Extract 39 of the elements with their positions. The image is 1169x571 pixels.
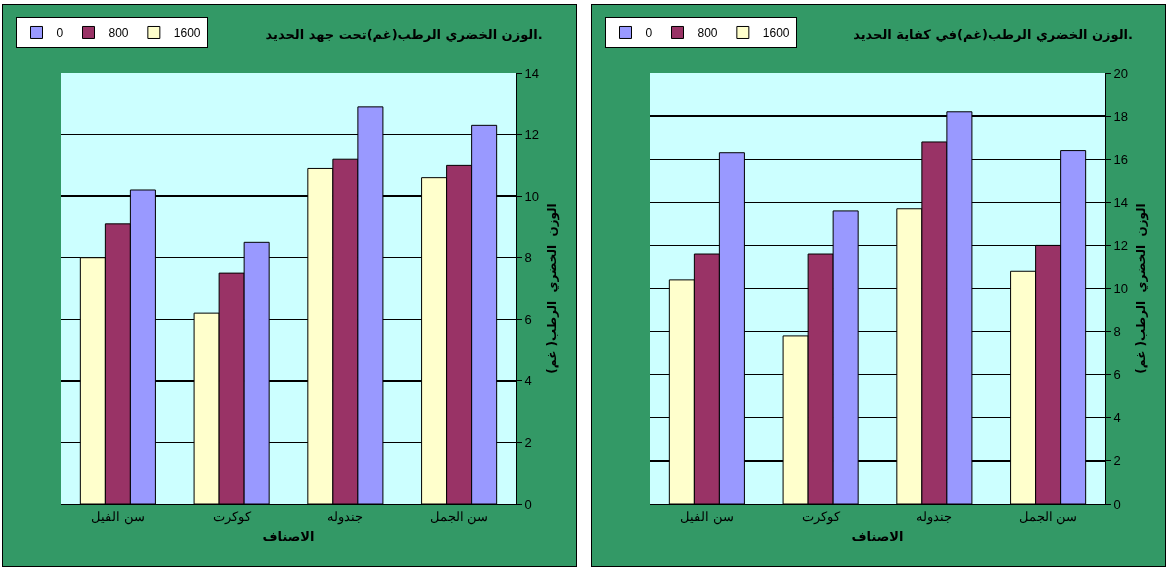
y-tick-label: 0 [1113,496,1121,512]
x-tick-label: سن الجمل [1018,508,1078,525]
y-tick-label: 6 [1113,367,1121,383]
y-tick-label: 2 [1113,453,1121,469]
y-tick-label: 4 [1113,410,1121,426]
y-tick-label: 12 [524,127,540,143]
legend-label: 800 [108,26,129,41]
y-tick-label: 10 [1113,281,1129,297]
x-tick-label: كوكرت [212,508,252,525]
x-tick-label: جندوله [327,508,364,525]
y-tick-label: 10 [524,188,540,204]
x-tick-label: سن الفيل [680,508,734,525]
y-tick-label: 2 [524,434,532,450]
y-tick-label: 14 [1113,194,1129,210]
y-tick-label: 6 [524,311,532,327]
x-tick-label: كوكرت [801,508,841,525]
y-tick-label: 12 [1113,237,1129,253]
y-tick-label: 0 [524,496,532,512]
legend-label: 0 [645,26,653,41]
legend-label: 1600 [762,26,790,41]
y-tick-label: 8 [1113,324,1121,340]
legend-label: 1600 [173,26,201,41]
x-axis-title: الاصناف [851,529,904,545]
y-tick-label: 14 [524,65,540,81]
x-axis-title: الاصناف [262,529,315,545]
y-axis-title: الوزن الخضري الرطب( غم) [545,203,560,374]
y-tick-label: 20 [1113,65,1129,81]
y-tick-label: 16 [1113,151,1129,167]
x-tick-label: جندوله [916,508,953,525]
legend-label: 800 [697,26,718,41]
y-tick-label: 18 [1113,108,1129,124]
legend-label: 0 [56,26,64,41]
y-axis-title: الوزن الخضري الرطب( غم) [1134,203,1149,374]
chart-title: الوزن الخضري الرطب(غم)في كفاية الحديد. [853,27,1134,43]
y-tick-label: 8 [524,250,532,266]
x-tick-label: سن الفيل [91,508,145,525]
x-tick-label: سن الجمل [429,508,489,525]
chart-title: الوزن الخضري الرطب(غم)تحت جهد الحديد. [265,27,543,43]
y-tick-label: 4 [524,373,532,389]
